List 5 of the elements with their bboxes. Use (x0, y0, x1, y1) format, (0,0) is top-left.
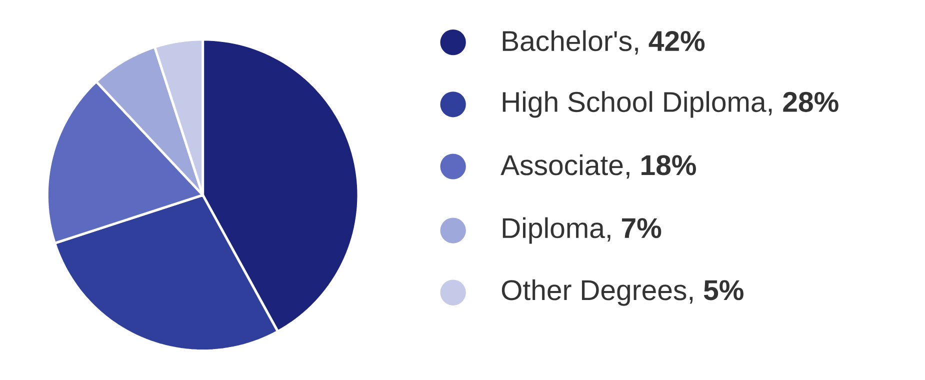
legend-label: Associate, 18% (500, 154, 696, 178)
legend-label: Diploma, 7% (502, 217, 662, 244)
legend-label: Bachelor's, 42% (502, 30, 705, 54)
legend-label: Other Degrees, 5% (502, 279, 744, 306)
legend-label: High School Diploma, 28% (502, 91, 838, 118)
